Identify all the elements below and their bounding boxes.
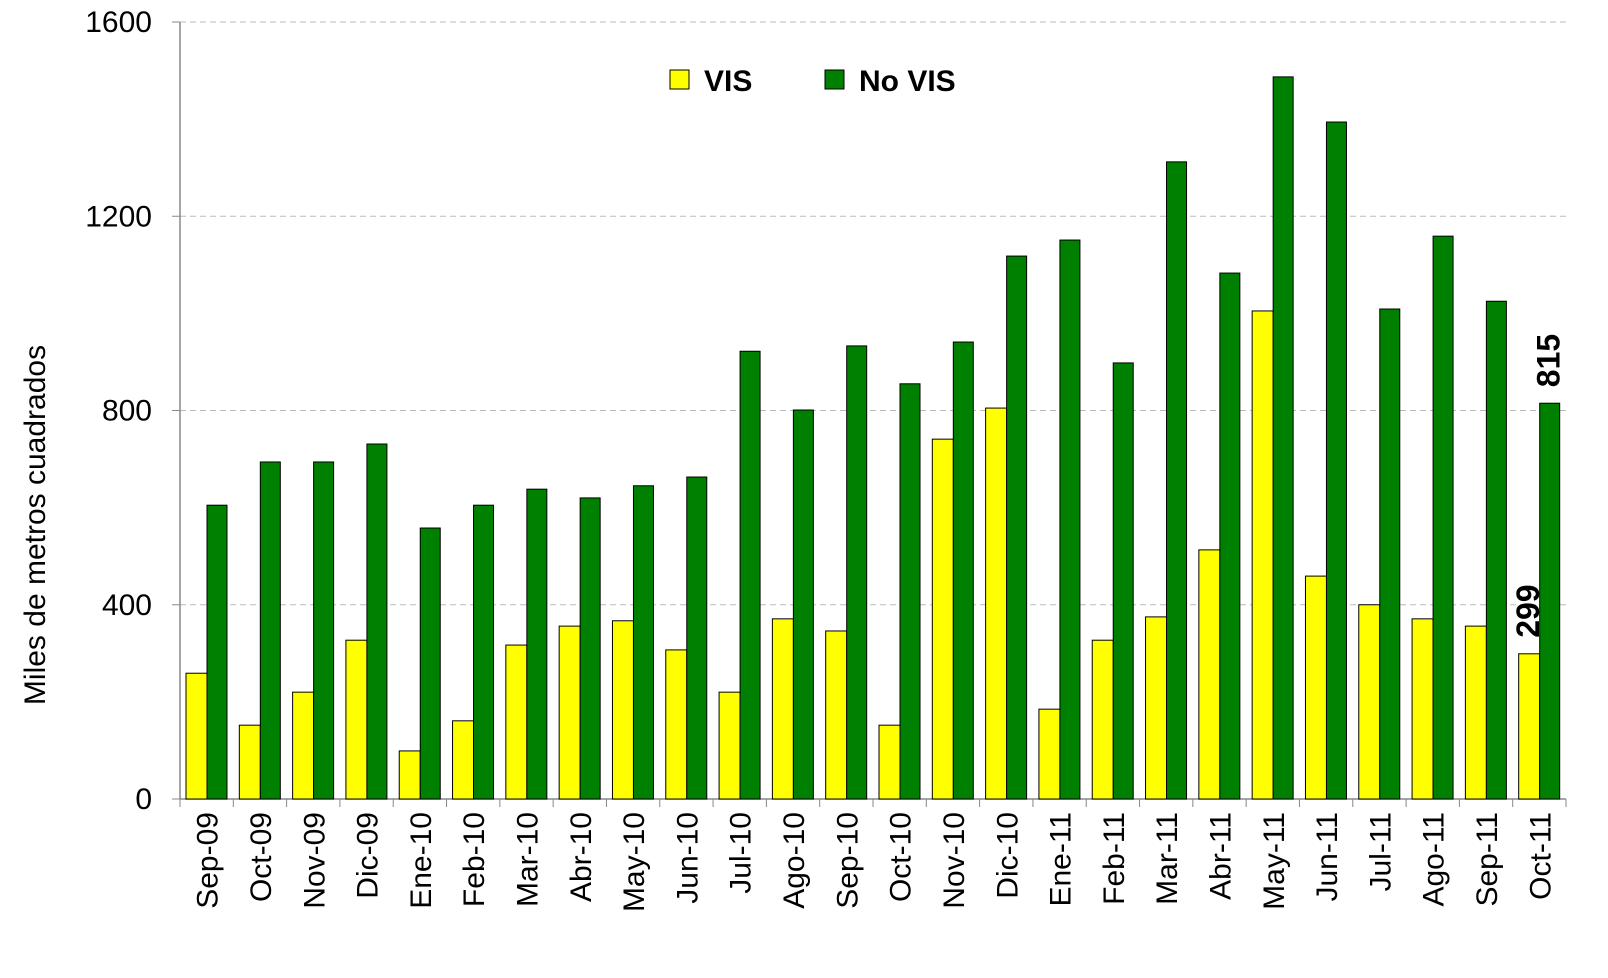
bar bbox=[771, 618, 794, 800]
x-tick-label: Jul-11 bbox=[1364, 812, 1397, 891]
bar bbox=[1145, 616, 1168, 800]
x-tick-label: Sep-09 bbox=[192, 812, 225, 909]
x-tick-label: May-11 bbox=[1258, 812, 1291, 910]
bar bbox=[452, 720, 475, 800]
bar bbox=[1112, 362, 1134, 800]
x-tick-label: Oct-10 bbox=[885, 812, 918, 902]
bar bbox=[526, 488, 548, 800]
bar bbox=[1304, 575, 1327, 800]
y-tick-label: 1600 bbox=[85, 6, 152, 39]
x-tick-label: Feb-11 bbox=[1098, 812, 1131, 905]
bar bbox=[185, 672, 208, 800]
x-tick-label: Dic-09 bbox=[352, 812, 385, 899]
bar bbox=[1006, 255, 1028, 800]
x-tick-label: May-10 bbox=[618, 812, 651, 912]
bar bbox=[1325, 121, 1347, 800]
bar bbox=[473, 504, 495, 800]
bar bbox=[313, 461, 335, 800]
bar bbox=[1485, 300, 1507, 800]
bar bbox=[292, 691, 315, 800]
bar bbox=[985, 407, 1008, 800]
bar bbox=[1432, 235, 1454, 800]
bar bbox=[878, 724, 901, 800]
bar bbox=[952, 341, 974, 800]
bar bbox=[739, 350, 761, 800]
x-tick-label: Sep-11 bbox=[1471, 812, 1504, 907]
bar bbox=[579, 497, 601, 800]
bar bbox=[238, 724, 261, 800]
bar bbox=[366, 443, 388, 800]
y-tick-label: 800 bbox=[102, 395, 152, 428]
bar bbox=[1198, 549, 1221, 800]
bar bbox=[505, 644, 528, 800]
x-tick-label: Ago-11 bbox=[1418, 812, 1451, 907]
bar bbox=[398, 750, 421, 800]
bar bbox=[825, 630, 848, 800]
bar bbox=[718, 691, 741, 800]
bar bbox=[686, 476, 708, 800]
legend-label: No VIS bbox=[859, 65, 956, 98]
bar bbox=[846, 345, 868, 800]
x-tick-label: Abr-10 bbox=[565, 812, 598, 902]
x-tick-label: Dic-10 bbox=[991, 812, 1024, 899]
bar bbox=[1464, 625, 1487, 800]
bar bbox=[259, 461, 281, 800]
x-tick-label: Nov-09 bbox=[298, 812, 331, 909]
bar bbox=[1272, 76, 1294, 800]
x-tick-label: Jun-10 bbox=[671, 812, 704, 904]
x-tick-label: Mar-10 bbox=[512, 812, 545, 907]
bar bbox=[1091, 639, 1114, 800]
y-tick-label: 0 bbox=[135, 783, 152, 816]
x-tick-label: Oct-11 bbox=[1524, 812, 1557, 900]
x-tick-label: Ago-10 bbox=[778, 812, 811, 909]
bar bbox=[1166, 161, 1188, 800]
x-tick-label: Ene-10 bbox=[405, 812, 438, 909]
legend-label: VIS bbox=[704, 65, 752, 98]
bar bbox=[206, 504, 228, 800]
bar bbox=[611, 620, 634, 800]
bar bbox=[632, 485, 654, 800]
data-label: 815 bbox=[1531, 334, 1567, 387]
bar bbox=[1059, 239, 1081, 800]
x-tick-label: Mar-11 bbox=[1151, 812, 1184, 905]
legend-swatch bbox=[669, 69, 690, 90]
y-axis-label: Miles de metros cuadrados bbox=[19, 345, 52, 705]
bar bbox=[1038, 708, 1061, 800]
x-tick-label: Sep-10 bbox=[831, 812, 864, 909]
bar bbox=[1411, 618, 1434, 800]
y-tick-label: 1200 bbox=[85, 200, 152, 233]
bar bbox=[1219, 272, 1241, 800]
x-tick-label: Abr-11 bbox=[1205, 812, 1238, 900]
x-tick-label: Feb-10 bbox=[458, 812, 491, 907]
bar bbox=[1251, 310, 1274, 800]
bar bbox=[558, 625, 581, 800]
x-tick-label: Nov-10 bbox=[938, 812, 971, 909]
bar bbox=[1358, 604, 1381, 800]
bar bbox=[931, 438, 954, 800]
bar bbox=[899, 383, 921, 800]
bar bbox=[345, 639, 368, 800]
legend-swatch bbox=[824, 69, 845, 90]
bar bbox=[1518, 653, 1541, 800]
bar bbox=[419, 527, 441, 800]
bar bbox=[665, 649, 688, 800]
y-tick-label: 400 bbox=[102, 589, 152, 622]
x-tick-label: Jun-11 bbox=[1311, 812, 1344, 902]
x-tick-label: Oct-09 bbox=[245, 812, 278, 902]
bar bbox=[1379, 308, 1401, 800]
bar bbox=[1539, 402, 1561, 800]
bar bbox=[792, 409, 814, 800]
x-tick-label: Jul-10 bbox=[725, 812, 758, 894]
x-tick-label: Ene-11 bbox=[1045, 812, 1078, 907]
